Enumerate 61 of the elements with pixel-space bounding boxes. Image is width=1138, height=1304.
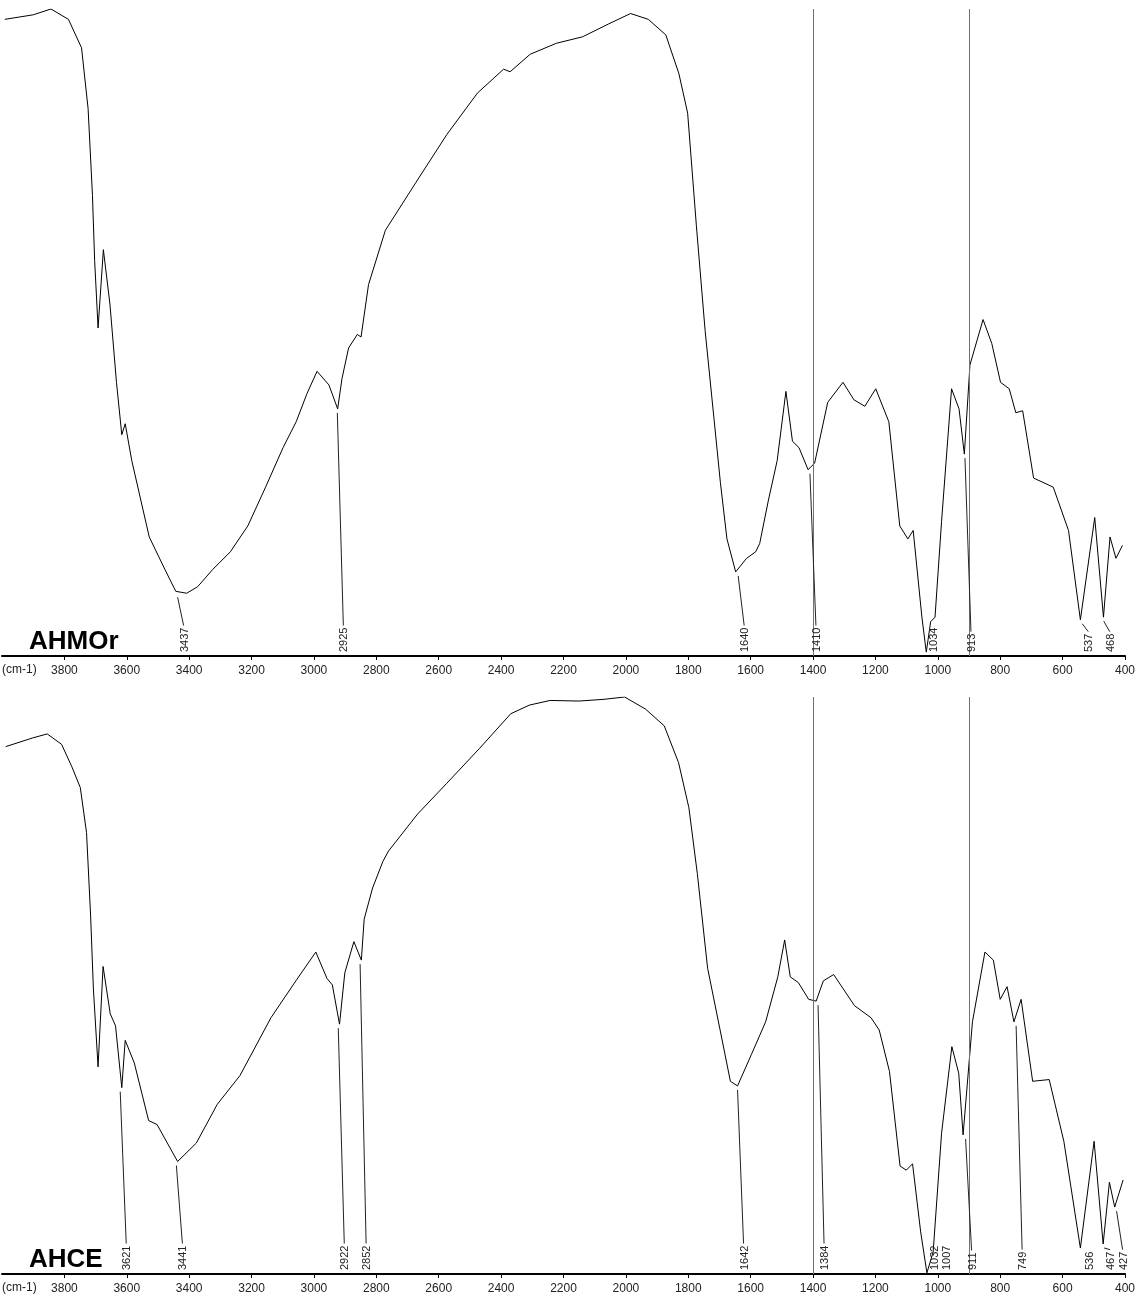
annotation: 3441	[176, 1245, 189, 1270]
x-tick-label: 2000	[612, 1281, 640, 1295]
annotation: 537	[1082, 633, 1095, 652]
text: AHMOr	[29, 625, 119, 655]
x-tick-label: 3000	[300, 1281, 328, 1295]
x-tick-label: 3600	[113, 663, 141, 677]
annotation: 3621	[120, 1245, 133, 1270]
annotation: 467	[1104, 1251, 1117, 1270]
annotation: 1384	[818, 1245, 831, 1270]
x-tick-label: 2200	[550, 1281, 578, 1295]
annotation: 1410	[809, 627, 822, 652]
x-tick-label: 800	[990, 1281, 1011, 1295]
x-tick-label: 1200	[862, 663, 890, 677]
x-tick-label: 1800	[674, 1281, 702, 1295]
annotation: 1640	[738, 627, 751, 652]
x-tick-label: 2400	[487, 1281, 515, 1295]
x-tick-label: 1800	[674, 663, 702, 677]
x-tick-label: 2800	[362, 663, 390, 677]
x-tick-label: 600	[1052, 1281, 1073, 1295]
x-tick-label: 400	[1114, 1281, 1136, 1295]
annotation: 536	[1082, 1251, 1095, 1270]
x-tick-label: 2600	[425, 663, 453, 677]
annotation: 2922	[338, 1245, 351, 1270]
x-tick-label: 400	[1114, 663, 1136, 677]
annotation: 1034	[927, 627, 940, 652]
x-tick-label: 1000	[924, 1281, 952, 1295]
annotation: 2925	[337, 627, 350, 652]
annotation: 2852	[360, 1245, 373, 1270]
x-tick-label: 2800	[362, 1281, 390, 1295]
text: AHCE	[29, 1243, 103, 1273]
annotation: 1007	[939, 1245, 952, 1270]
annotation: 749	[1016, 1251, 1029, 1270]
x-axis-title: (cm-1)	[2, 662, 37, 676]
x-tick-label: 2400	[487, 663, 515, 677]
x-tick-label: 3800	[51, 663, 79, 677]
x-tick-label: 3200	[238, 663, 266, 677]
x-tick-label: 2600	[425, 1281, 453, 1295]
x-tick-label: 3000	[300, 663, 328, 677]
x-tick-label: 800	[990, 663, 1011, 677]
annotation: 427	[1116, 1251, 1129, 1270]
x-tick-label: 3400	[175, 663, 203, 677]
annotation: 1032	[927, 1245, 940, 1270]
annotation: 911	[965, 1252, 978, 1270]
annotation: 3437	[177, 627, 190, 652]
x-tick-label: 3400	[175, 1281, 203, 1295]
x-tick-label: 1400	[799, 1281, 827, 1295]
annotation: 468	[1103, 633, 1116, 652]
x-tick-label: 1400	[799, 663, 827, 677]
x-tick-label: 1600	[737, 663, 765, 677]
x-tick-label: 1600	[737, 1281, 765, 1295]
x-tick-label: 1200	[862, 1281, 890, 1295]
x-tick-label: 2200	[550, 663, 578, 677]
annotation: 913	[964, 633, 977, 652]
x-tick-label: 3800	[51, 1281, 79, 1295]
x-tick-label: 3200	[238, 1281, 266, 1295]
x-tick-label: 600	[1052, 663, 1073, 677]
x-tick-label: 1000	[924, 663, 952, 677]
annotation: 1642	[737, 1245, 750, 1270]
x-tick-label: 2000	[612, 663, 640, 677]
x-tick-label: 3600	[113, 1281, 141, 1295]
x-axis-title: (cm-1)	[2, 1280, 37, 1294]
